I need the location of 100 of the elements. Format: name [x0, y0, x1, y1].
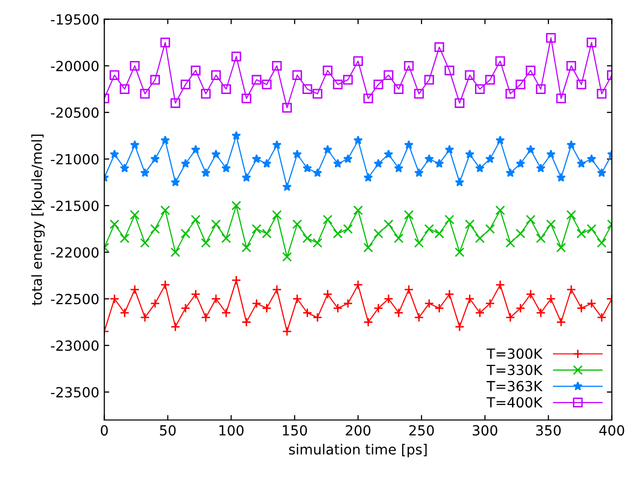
point: [170, 177, 180, 186]
x-tick-label: 150: [282, 425, 307, 436]
point: [596, 312, 607, 322]
point: [546, 32, 556, 43]
point: [495, 205, 506, 216]
point: [546, 294, 556, 304]
point: [120, 308, 130, 318]
point: [596, 238, 607, 248]
point: [150, 74, 160, 85]
point: [404, 140, 414, 150]
point: [536, 84, 546, 94]
point: [546, 149, 556, 158]
point: [556, 94, 566, 104]
point: [262, 80, 272, 90]
point: [211, 219, 221, 230]
point: [374, 228, 384, 238]
point: [110, 294, 120, 304]
point: [292, 219, 302, 230]
point: [242, 172, 252, 182]
point: [110, 219, 120, 230]
point: [150, 298, 160, 308]
point: [262, 303, 272, 314]
point: [343, 224, 353, 234]
point: [353, 205, 363, 216]
point: [374, 80, 384, 90]
point: [312, 168, 322, 178]
point: [252, 298, 262, 308]
point: [140, 168, 150, 178]
point: [454, 98, 464, 108]
point: [505, 88, 516, 99]
y-axis-title: total energy [kJoule/mol]: [31, 134, 45, 306]
point: [444, 289, 454, 300]
point: [454, 177, 464, 186]
point: [130, 60, 140, 71]
point: [394, 308, 404, 318]
point: [160, 136, 170, 144]
y-tick-label: -20500: [50, 107, 99, 118]
point: [384, 219, 394, 230]
point: [516, 303, 526, 314]
point: [404, 210, 414, 220]
point: [232, 130, 241, 140]
point: [566, 140, 576, 150]
point: [526, 289, 536, 300]
point: [414, 88, 424, 99]
point: [242, 94, 252, 104]
point: [566, 284, 576, 294]
x-tick-label: 350: [536, 425, 561, 436]
point: [536, 308, 546, 318]
point: [221, 308, 231, 318]
legend-label: T=400K: [486, 397, 543, 408]
point: [394, 233, 404, 244]
point: [566, 210, 576, 220]
point: [180, 80, 190, 90]
point: [272, 60, 282, 71]
point: [282, 102, 292, 113]
legend-label: T=363K: [486, 380, 543, 392]
point: [556, 242, 566, 252]
point: [180, 228, 190, 238]
point: [394, 84, 404, 94]
point: [120, 233, 130, 244]
point: [475, 163, 485, 172]
point: [464, 219, 475, 230]
point: [191, 144, 200, 154]
point: [364, 172, 373, 182]
point: [485, 74, 495, 85]
point: [475, 233, 485, 244]
point: [485, 298, 495, 308]
point: [576, 80, 586, 90]
legend-label: T=300K: [486, 348, 543, 359]
y-tick-label: -22000: [50, 247, 99, 258]
legend-label: T=330K: [486, 364, 543, 376]
point: [516, 158, 526, 168]
point: [414, 238, 424, 248]
point: [374, 303, 384, 314]
point: [434, 303, 444, 314]
point: [505, 312, 516, 322]
x-tick-label: 50: [160, 425, 176, 436]
point: [556, 317, 566, 327]
point: [485, 224, 495, 234]
point: [252, 224, 262, 234]
point: [231, 200, 242, 210]
point: [200, 312, 211, 322]
point: [384, 149, 394, 158]
point: [180, 303, 190, 314]
point: [160, 280, 170, 290]
point: [526, 214, 536, 224]
point: [454, 322, 464, 332]
point: [242, 317, 252, 327]
x-tick-label: 100: [219, 425, 244, 436]
point: [312, 238, 322, 248]
point: [282, 252, 292, 262]
point: [140, 88, 150, 99]
point: [343, 298, 353, 308]
point: [363, 242, 374, 252]
point: [140, 312, 150, 322]
point: [252, 74, 262, 85]
point: [414, 168, 424, 178]
point: [292, 70, 302, 80]
point: [343, 74, 353, 85]
point: [576, 158, 586, 168]
